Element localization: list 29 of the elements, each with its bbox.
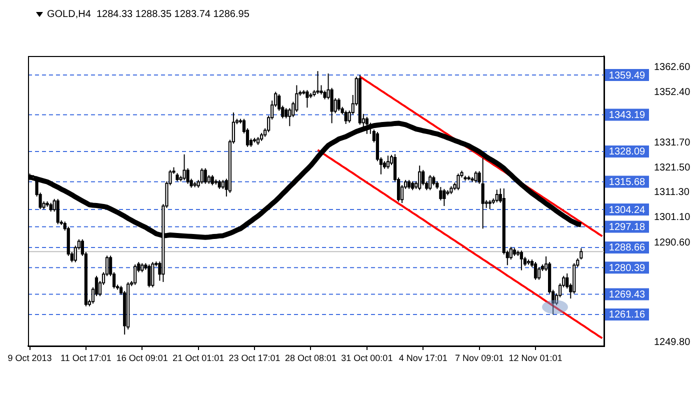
x-tick-label: 4 Nov 17:01 [398,352,448,363]
x-tick-label: 9 Oct 2013 [8,352,52,363]
y-tick-label: 1249.80 [654,336,691,348]
ref-line-label: 1328.09 [608,146,646,158]
y-tick-label: 1331.70 [654,137,691,148]
x-tick-label: 31 Oct 00:01 [341,352,393,363]
ref-line-label: 1288.66 [608,242,646,254]
ref-line-label: 1280.39 [608,262,646,274]
chart-title: GOLD,H4 1284.33 1288.35 1283.74 1286.95 [47,9,250,20]
ref-line-label: 1304.24 [608,204,646,216]
ref-line-label: 1297.18 [608,222,646,233]
ref-line-label: 1315.68 [608,176,646,188]
x-tick-label: 16 Oct 09:01 [116,352,168,363]
x-tick-label: 7 Nov 09:01 [455,352,504,363]
x-tick-label: 28 Oct 08:01 [284,352,337,363]
x-tick-label: 12 Nov 01:01 [508,352,562,363]
ref-line-label: 1359.49 [608,70,646,82]
ref-line-label: 1261.16 [608,310,646,321]
x-tick-label: 21 Oct 01:01 [172,352,224,363]
y-tick-label: 1352.40 [654,87,691,98]
y-tick-label: 1301.10 [654,212,691,223]
y-tick-label: 1290.60 [654,238,691,249]
y-tick-label: 1362.60 [654,62,691,74]
ref-line-label: 1343.19 [608,110,646,121]
x-tick-label: 11 Oct 17:01 [60,352,112,363]
x-tick-label: 23 Oct 17:01 [228,352,280,363]
y-tick-label: 1311.30 [654,187,690,198]
ref-line-label: 1269.43 [608,290,646,301]
y-tick-label: 1321.50 [654,162,691,174]
